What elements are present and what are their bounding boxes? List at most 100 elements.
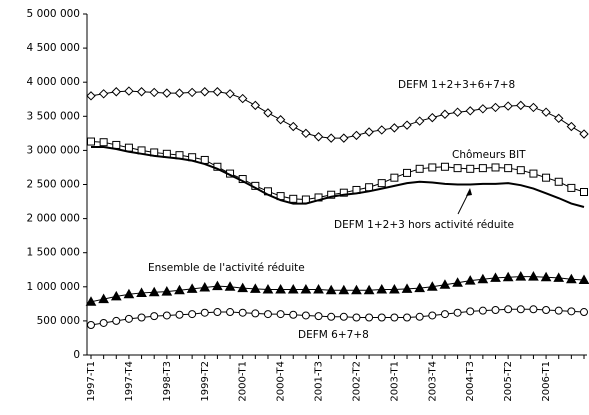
marker bbox=[453, 308, 462, 317]
y-tick-label: 1 000 000 bbox=[27, 281, 80, 293]
marker bbox=[351, 284, 362, 295]
x-tick-label: 2000-T4 bbox=[276, 361, 287, 402]
series-line bbox=[90, 141, 585, 201]
marker bbox=[226, 308, 235, 317]
marker bbox=[466, 307, 475, 316]
marker bbox=[390, 173, 399, 182]
marker bbox=[580, 188, 588, 197]
marker bbox=[249, 283, 261, 293]
marker bbox=[428, 163, 437, 172]
marker bbox=[529, 305, 538, 314]
marker bbox=[262, 284, 274, 294]
series-label: DEFM 1+2+3 hors activité réduite bbox=[334, 219, 514, 231]
marker bbox=[414, 116, 425, 126]
marker bbox=[275, 115, 286, 125]
marker bbox=[112, 316, 121, 325]
marker bbox=[124, 143, 133, 152]
x-tick-label: 1998-T3 bbox=[162, 361, 173, 402]
marker bbox=[238, 308, 247, 317]
marker bbox=[364, 127, 374, 137]
marker bbox=[250, 100, 261, 111]
marker bbox=[288, 121, 298, 132]
marker bbox=[136, 287, 147, 297]
marker bbox=[415, 312, 424, 321]
x-tick-label: 2000-T1 bbox=[238, 361, 249, 402]
series-label: Chômeurs BIT bbox=[452, 149, 526, 161]
marker bbox=[224, 281, 236, 291]
marker bbox=[490, 272, 501, 282]
marker bbox=[478, 164, 487, 173]
marker bbox=[237, 93, 248, 104]
marker bbox=[402, 120, 412, 130]
marker bbox=[377, 313, 386, 322]
marker bbox=[251, 309, 260, 318]
marker bbox=[187, 87, 197, 98]
marker bbox=[567, 307, 576, 316]
marker bbox=[149, 87, 159, 98]
marker bbox=[199, 281, 211, 292]
marker bbox=[516, 166, 525, 175]
marker bbox=[490, 102, 501, 113]
marker bbox=[414, 282, 426, 293]
series-line bbox=[90, 90, 585, 139]
marker bbox=[579, 129, 589, 139]
marker bbox=[200, 87, 210, 97]
marker bbox=[339, 312, 348, 321]
marker bbox=[174, 284, 185, 295]
marker bbox=[541, 107, 551, 117]
arrow-head bbox=[466, 188, 472, 196]
x-tick-label: 1997-T1 bbox=[86, 361, 97, 402]
marker bbox=[439, 279, 451, 289]
marker bbox=[440, 162, 449, 171]
marker bbox=[313, 132, 324, 142]
marker bbox=[578, 274, 589, 284]
x-tick-label: 2002-T2 bbox=[351, 361, 362, 402]
marker bbox=[465, 106, 475, 116]
marker bbox=[491, 163, 500, 172]
marker bbox=[503, 101, 513, 111]
marker bbox=[352, 313, 361, 322]
marker bbox=[301, 311, 310, 320]
marker bbox=[440, 109, 450, 119]
marker bbox=[110, 290, 122, 301]
y-tick-label: 500 000 bbox=[37, 315, 80, 327]
y-tick-label: 4 000 000 bbox=[27, 76, 80, 88]
marker bbox=[186, 283, 198, 293]
marker bbox=[326, 133, 336, 143]
marker bbox=[401, 283, 413, 293]
marker bbox=[566, 273, 577, 284]
marker bbox=[327, 312, 336, 321]
marker bbox=[504, 164, 513, 173]
marker bbox=[137, 313, 146, 322]
marker bbox=[540, 271, 552, 282]
marker bbox=[123, 288, 135, 299]
marker bbox=[365, 313, 374, 322]
marker bbox=[377, 179, 386, 188]
marker bbox=[504, 305, 513, 314]
x-tick-label: 2001-T3 bbox=[314, 361, 325, 402]
marker bbox=[403, 313, 412, 322]
marker bbox=[528, 102, 539, 113]
marker bbox=[477, 273, 489, 284]
marker bbox=[566, 121, 577, 132]
marker bbox=[174, 88, 185, 98]
marker bbox=[389, 123, 400, 133]
x-tick-label: 2003-T1 bbox=[389, 361, 400, 402]
marker bbox=[136, 87, 147, 97]
marker bbox=[86, 91, 96, 101]
marker bbox=[516, 305, 525, 314]
x-tick-label: 2004-T3 bbox=[465, 361, 476, 402]
marker bbox=[528, 271, 539, 281]
marker bbox=[415, 164, 424, 173]
series-line bbox=[90, 308, 585, 326]
marker bbox=[99, 318, 108, 327]
marker bbox=[289, 194, 298, 203]
marker bbox=[390, 313, 399, 322]
marker bbox=[515, 271, 527, 281]
marker bbox=[287, 284, 299, 294]
marker bbox=[363, 284, 375, 295]
marker bbox=[453, 164, 462, 173]
series-label: DEFM 6+7+8 bbox=[298, 329, 369, 341]
marker bbox=[553, 272, 565, 282]
